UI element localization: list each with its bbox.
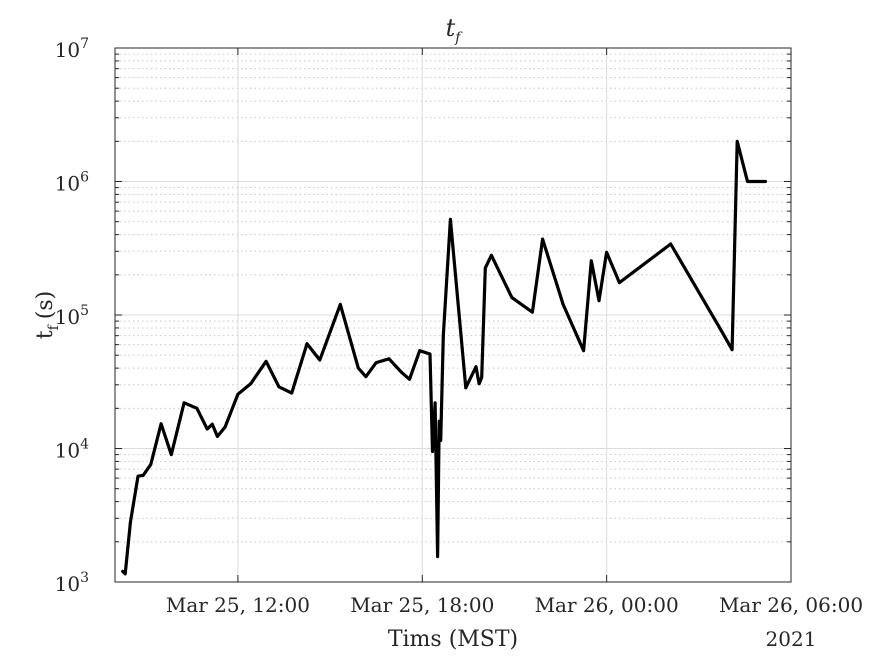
data-point (265, 360, 267, 363)
data-point (480, 376, 483, 379)
data-point (183, 402, 185, 404)
y-tick-label-exponent: 3 (80, 570, 89, 586)
x-axis-year-label: 2021 (766, 627, 817, 651)
y-tick-label-exponent: 4 (80, 437, 89, 453)
data-point (124, 573, 126, 575)
y-tick-label-exponent: 6 (80, 170, 89, 186)
y-axis-title: tf (s) (33, 291, 62, 340)
data-point (121, 570, 124, 573)
y-axis-title-sub: f (46, 323, 62, 330)
data-point (160, 423, 162, 425)
data-point (216, 435, 219, 438)
x-tick-label: Mar 26, 06:00 (719, 593, 863, 617)
x-tick-label: Mar 26, 00:00 (535, 593, 679, 617)
data-point (431, 450, 434, 453)
y-tick-label-base: 10 (55, 439, 80, 463)
data-point (388, 358, 390, 360)
data-point (731, 348, 733, 351)
data-point (721, 330, 723, 333)
y-tick-label: 103 (55, 570, 89, 596)
data-point (249, 383, 252, 385)
data-point (418, 349, 421, 352)
data-point (490, 254, 493, 257)
data-point (290, 392, 293, 394)
data-point (618, 281, 621, 284)
data-point (764, 180, 767, 183)
data-point (605, 251, 608, 254)
data-point (401, 371, 403, 374)
data-point (224, 426, 226, 428)
y-tick-label-base: 10 (55, 172, 80, 196)
data-point (365, 375, 367, 378)
series-layer (121, 139, 768, 576)
x-tick-label: Mar 25, 18:00 (350, 593, 494, 617)
chart-title-sub: f (454, 30, 463, 46)
y-tick-label: 107 (55, 36, 89, 62)
data-point (541, 238, 544, 240)
x-tick-label: Mar 25, 12:00 (166, 593, 310, 617)
data-point (436, 555, 439, 558)
data-point (438, 420, 441, 423)
y-axis-title-main: t (33, 330, 58, 339)
chart-title-main: t (446, 14, 456, 42)
data-point (357, 367, 360, 369)
y-tick-label-base: 10 (55, 38, 80, 62)
data-point (475, 365, 477, 368)
data-point (478, 383, 480, 385)
data-point (442, 334, 445, 337)
data-point (562, 303, 564, 306)
y-tick-label: 105 (55, 303, 89, 329)
data-point (206, 428, 208, 430)
data-point (170, 453, 173, 456)
series-line-0 (121, 139, 768, 576)
data-point (137, 475, 139, 478)
data-point (511, 296, 513, 299)
data-point (484, 267, 487, 269)
data-point (582, 349, 585, 352)
data-point (449, 218, 452, 221)
data-point (590, 259, 593, 262)
data-point (142, 474, 144, 477)
data-point (669, 243, 672, 245)
data-point (129, 521, 132, 524)
data-point (306, 342, 308, 345)
data-point (211, 423, 214, 426)
data-point (465, 387, 467, 389)
data-point (746, 180, 749, 183)
data-point (150, 463, 152, 466)
data-point (408, 378, 411, 381)
data-point (434, 402, 436, 404)
data-point (531, 311, 534, 314)
y-tick-label-exponent: 7 (80, 36, 89, 52)
data-point (196, 407, 198, 410)
data-point (375, 361, 378, 364)
data-point (319, 359, 321, 361)
data-point (598, 299, 600, 302)
y-tick-label: 106 (55, 170, 89, 196)
x-axis-title: Tims (MST) (388, 627, 518, 652)
data-point (278, 386, 280, 388)
data-point (429, 353, 431, 355)
y-tick-label-base: 10 (55, 305, 80, 329)
y-axis-title-unit: (s) (33, 291, 58, 319)
data-point (439, 439, 442, 442)
y-tick-label: 104 (55, 437, 89, 463)
grid-layer (115, 48, 791, 582)
y-tick-label-base: 10 (55, 572, 80, 596)
data-point (736, 140, 738, 143)
data-point (237, 393, 239, 396)
chart-title: tf (446, 14, 464, 46)
data-point (339, 303, 342, 306)
y-tick-label-exponent: 5 (80, 303, 89, 319)
